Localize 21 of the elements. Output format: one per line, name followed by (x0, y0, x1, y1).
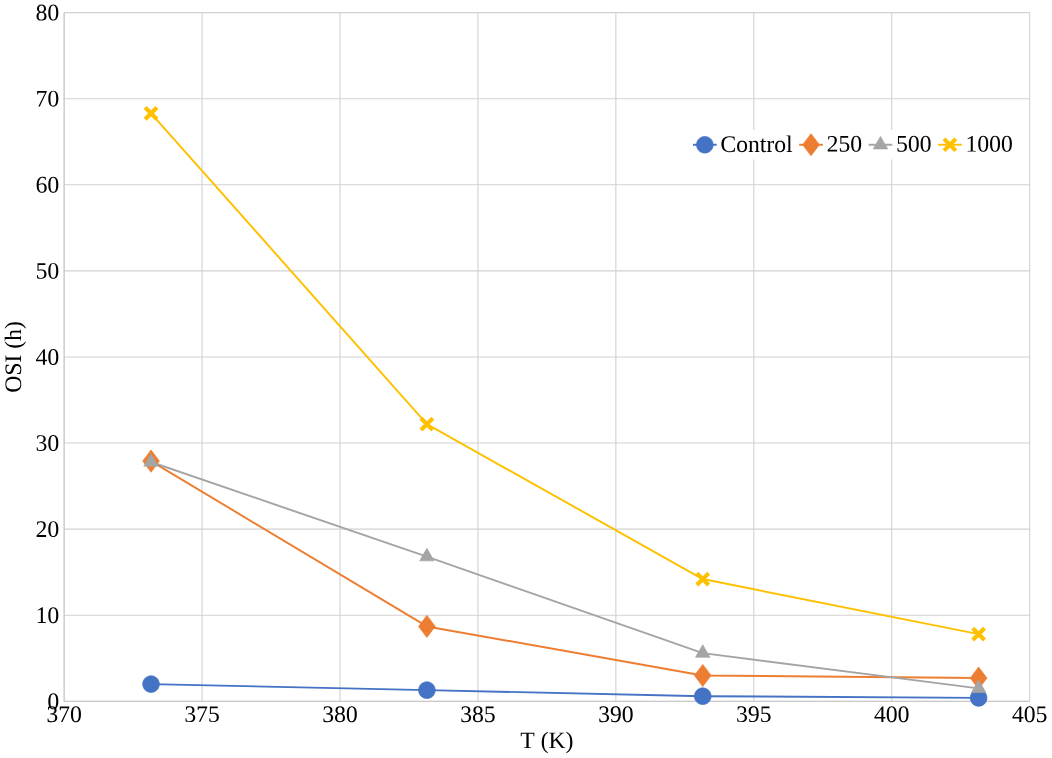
y-tick-label: 20 (36, 521, 59, 538)
legend-label: 500 (897, 135, 931, 152)
y-tick-label: 40 (36, 349, 59, 366)
y-tick-label: 10 (37, 607, 59, 624)
x-tick-label: 395 (737, 706, 771, 723)
y-tick-label: 70 (37, 90, 59, 107)
x-tick-label: 405 (1012, 706, 1047, 723)
x-tick-label: 375 (185, 706, 219, 723)
legend-label: Control (721, 135, 793, 153)
x-tick-label: 380 (323, 706, 357, 723)
x-tick-label: 390 (599, 706, 633, 723)
y-tick-label: 30 (36, 435, 59, 452)
y-axis-title: OSI (h) (4, 322, 27, 392)
x-tick-label: 385 (461, 706, 495, 723)
x-axis-title: T (K) (520, 731, 573, 754)
y-tick-label: 60 (36, 176, 59, 193)
y-tick-label: 80 (36, 4, 59, 21)
legend-label: 1000 (967, 135, 1012, 152)
y-tick-label: 50 (36, 263, 59, 279)
x-tick-label: 400 (874, 706, 909, 723)
legend-label: 250 (827, 135, 862, 152)
